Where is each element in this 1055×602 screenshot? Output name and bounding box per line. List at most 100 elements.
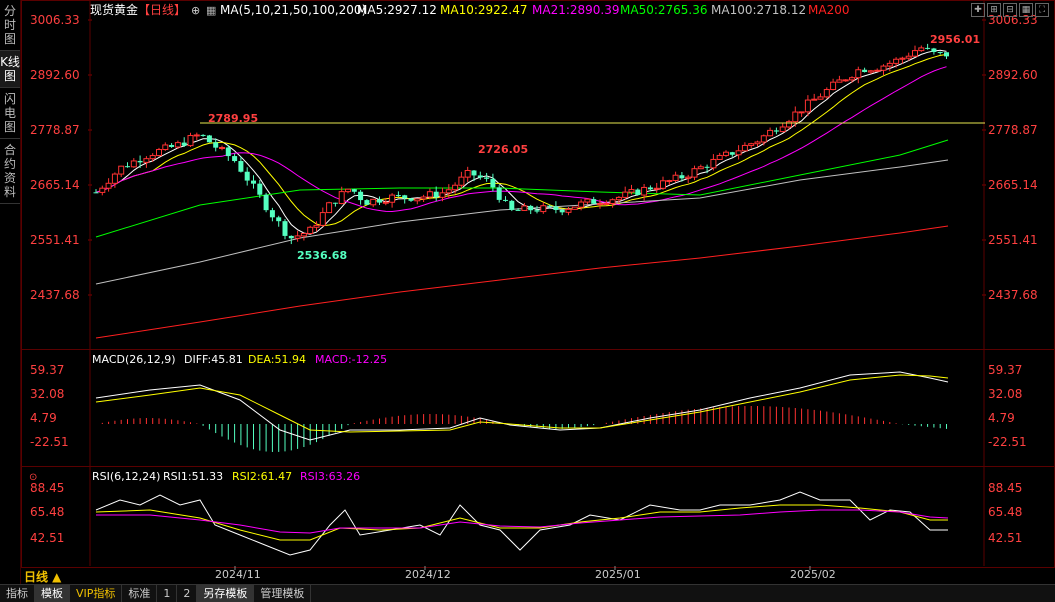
candle-body: [338, 191, 345, 204]
left-price-axis: 3006.33 2892.60 2778.87 2665.14 2551.41 2437.…: [30, 13, 80, 302]
rsi1-line: [95, 491, 948, 556]
candle-body: [660, 180, 666, 189]
annotation-high-nov: 2789.95: [208, 112, 258, 125]
macd-histogram: [101, 406, 947, 452]
candle-body: [804, 99, 811, 113]
candle-body: [679, 175, 685, 179]
tab-flash[interactable]: 闪电图: [0, 88, 20, 139]
candle-body: [395, 195, 401, 197]
bottom-toolbar: 指标 模板 VIP指标 标准 1 2 另存模板 管理模板: [0, 584, 1055, 602]
candle-body: [918, 47, 925, 52]
candle-body: [666, 180, 673, 183]
tab-timeshare[interactable]: 分时图: [0, 0, 20, 51]
candle-body: [685, 176, 692, 179]
bottom-tab-manage-template[interactable]: 管理模板: [254, 585, 312, 602]
candle-body: [282, 221, 288, 236]
candle-body: [187, 135, 194, 147]
candle-body: [647, 187, 653, 190]
candle-body: [276, 217, 282, 222]
zoom-out-icon[interactable]: ⊟: [1003, 3, 1017, 17]
bottom-tab-2[interactable]: 2: [177, 585, 198, 602]
macd-dea: DEA:51.94: [248, 353, 306, 366]
candle-body: [313, 224, 320, 228]
bottom-tab-vip[interactable]: VIP指标: [70, 585, 123, 602]
candle-body: [225, 147, 231, 157]
date-label: 2025/01: [595, 568, 641, 581]
tab-contract-info[interactable]: 合约资料: [0, 139, 20, 204]
rsi-tick-left: 88.45: [30, 481, 64, 495]
tab-kline[interactable]: K线图: [0, 51, 20, 88]
candle-body: [925, 47, 931, 49]
candle-body: [232, 156, 238, 162]
bottom-tab-template[interactable]: 模板: [35, 585, 70, 602]
candle-body: [591, 199, 597, 204]
candle-body: [944, 52, 949, 57]
annotation-high-feb: 2956.01: [930, 33, 980, 46]
date-label: 2024/12: [405, 568, 451, 581]
grid-icon[interactable]: ▦: [1019, 3, 1033, 17]
candle-body: [584, 198, 591, 203]
bottom-tab-1[interactable]: 1: [157, 585, 178, 602]
zoom-in-icon[interactable]: ⊞: [987, 3, 1001, 17]
candle-body: [426, 191, 433, 198]
candle-body: [603, 202, 610, 205]
price-tick-right: 2892.60: [988, 68, 1038, 82]
candle-body: [118, 165, 125, 175]
candle-body: [704, 166, 710, 168]
bottom-tab-standard[interactable]: 标准: [122, 585, 158, 602]
macd-tick-left: 59.37: [30, 363, 64, 377]
candle-body: [862, 69, 868, 73]
macd-lines: [95, 371, 949, 441]
settings-icon[interactable]: ⊕: [191, 4, 200, 17]
candle-body: [382, 201, 389, 204]
price-tick-right: 2551.41: [988, 233, 1038, 247]
candle-body: [213, 142, 219, 148]
price-tick-left: 2665.14: [30, 178, 80, 192]
ma200-label: MA200: [808, 3, 849, 17]
candle-body: [798, 111, 805, 114]
period-selector[interactable]: 日线 ▲: [24, 570, 62, 584]
annotation-high-dec: 2726.05: [478, 143, 528, 156]
candle-body: [578, 201, 585, 208]
candle-body: [200, 134, 206, 136]
fullscreen-icon[interactable]: ⛶: [1035, 3, 1049, 17]
candle-body: [149, 155, 156, 160]
candle-body: [251, 180, 256, 184]
candle-body: [269, 210, 275, 218]
candle-body: [99, 187, 106, 193]
crosshair-icon[interactable]: ✚: [971, 3, 985, 17]
candle-body: [842, 79, 849, 82]
candle-body: [559, 209, 565, 213]
rsi-tick-right: 88.45: [988, 481, 1022, 495]
rsi-tick-left: 42.51: [30, 531, 64, 545]
candle-body: [855, 69, 862, 79]
candle-body: [156, 149, 162, 157]
candle-body: [867, 70, 874, 73]
candle-body: [263, 194, 269, 211]
candle-body: [899, 57, 906, 60]
grid-lines: [88, 0, 986, 566]
ma-toggle-icon[interactable]: ▦: [206, 4, 216, 17]
candle-body: [125, 166, 130, 168]
candle-body: [326, 202, 333, 214]
candle-body: [490, 178, 496, 188]
macd-tick-left: -22.51: [30, 435, 69, 449]
bottom-tab-indicator[interactable]: 指标: [0, 585, 35, 602]
candle-body: [760, 135, 767, 143]
instrument-title: 现货黄金: [90, 2, 138, 17]
date-label: 2025/02: [790, 568, 836, 581]
candle-body: [351, 189, 357, 192]
rsi2-value: RSI2:61.47: [232, 470, 292, 483]
left-sidebar: 分时图 K线图 闪电图 合约资料: [0, 0, 21, 584]
macd-tick-left: 4.79: [30, 411, 57, 425]
chart-canvas[interactable]: 现货黄金 【日线】 ⊕ ▦ MA(5,10,21,50,100,200) MA5…: [0, 0, 1055, 584]
candle-body: [503, 199, 508, 201]
candle-body: [729, 152, 735, 155]
candle-body: [786, 121, 792, 128]
candle-body: [402, 195, 408, 199]
ma5-value: MA5:2927.12: [357, 3, 437, 17]
ma100-line: [95, 159, 949, 285]
rsi-settings-icon[interactable]: ⊙: [29, 472, 37, 483]
bottom-tab-save-template[interactable]: 另存模板: [197, 585, 255, 602]
candle-body: [319, 212, 326, 226]
